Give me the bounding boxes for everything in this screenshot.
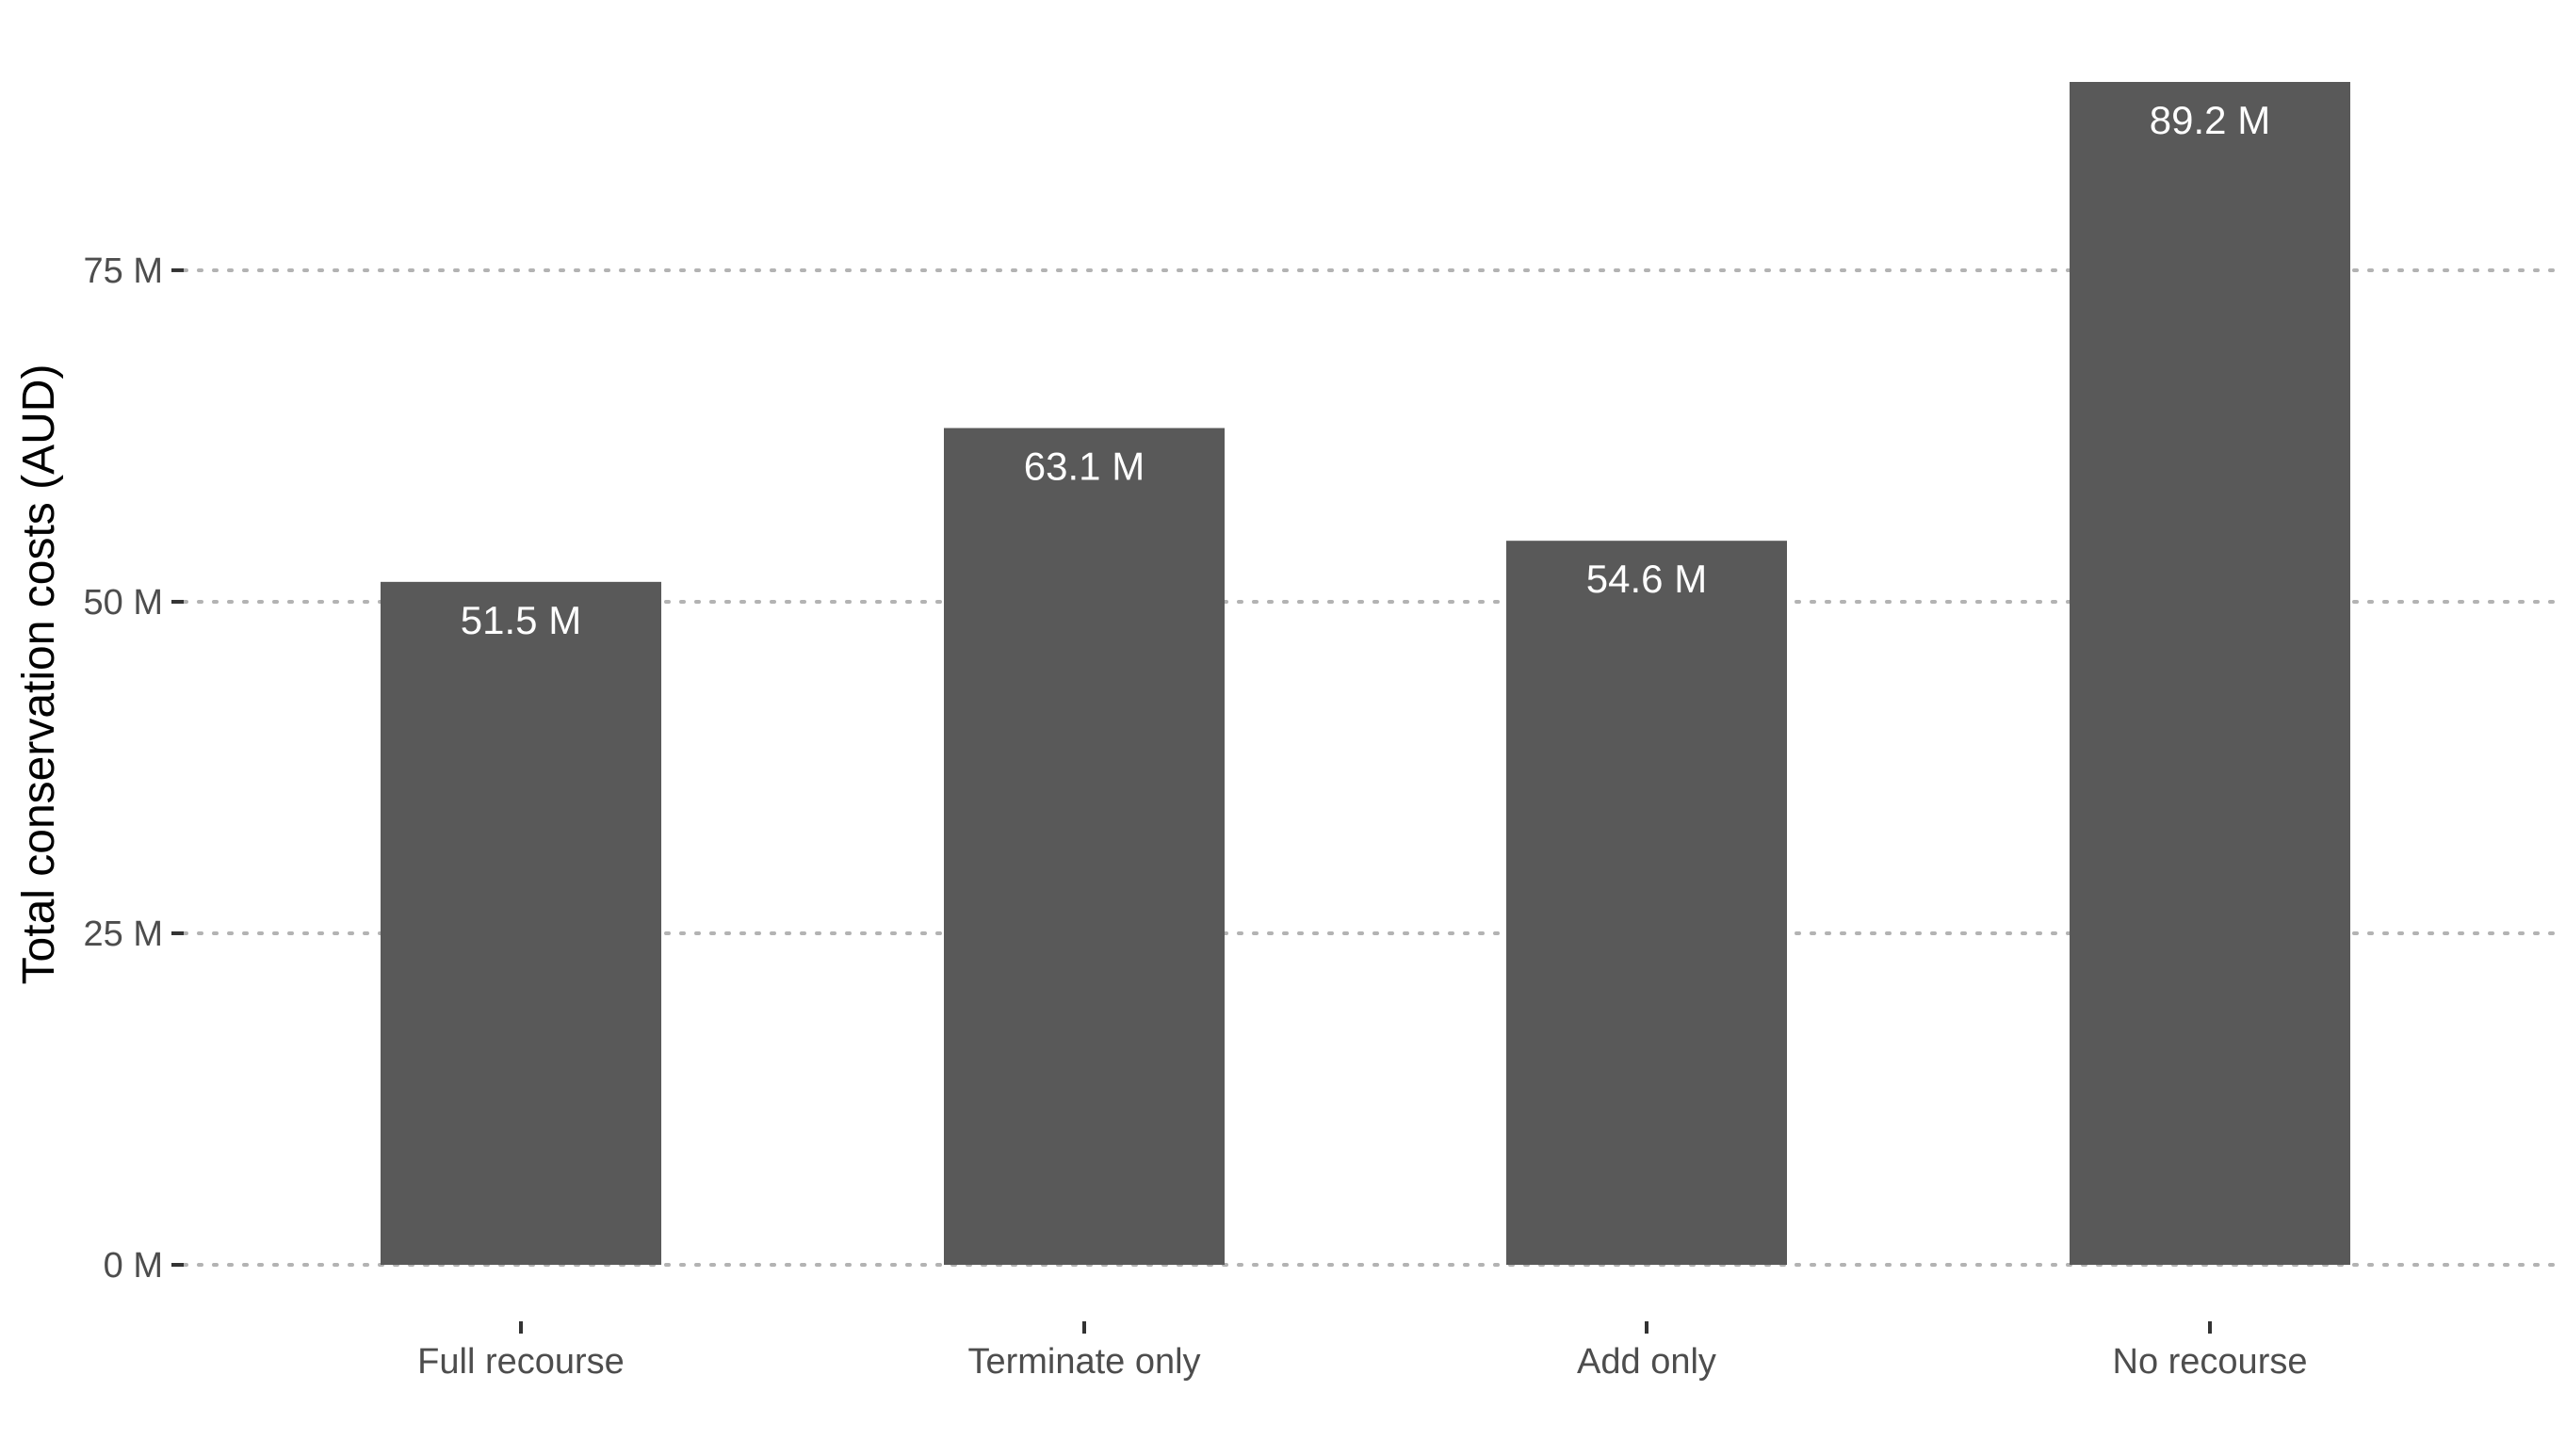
bar-3: [2070, 82, 2350, 1265]
x-tick-label: Add only: [1577, 1342, 1716, 1382]
y-tick-label: 75 M: [84, 251, 163, 291]
bar-value-labels: 51.5 M 63.1 M 54.6 M 89.2 M: [461, 98, 2270, 642]
y-tick-label: 25 M: [84, 914, 163, 954]
bar-0: [381, 581, 661, 1265]
x-tick-label: Terminate only: [967, 1342, 1200, 1382]
bar-value-label: 51.5 M: [461, 598, 581, 642]
x-axis: Full recourse Terminate only Add only No re…: [417, 1321, 2307, 1382]
bar-2: [1506, 541, 1787, 1265]
x-tick-label: Full recourse: [417, 1342, 625, 1382]
y-tick-label: 0 M: [104, 1246, 163, 1286]
y-axis-title: Total conservation costs (AUD): [14, 364, 64, 985]
bar-value-label: 89.2 M: [2150, 98, 2270, 142]
x-tick-label: No recourse: [2113, 1342, 2308, 1382]
bar-value-label: 63.1 M: [1024, 445, 1145, 489]
y-axis: 0 M 25 M 50 M 75 M: [84, 251, 184, 1286]
y-tick-label: 50 M: [84, 583, 163, 623]
bar-1: [944, 428, 1225, 1265]
bars: [381, 82, 2350, 1265]
bar-value-label: 54.6 M: [1586, 557, 1707, 601]
